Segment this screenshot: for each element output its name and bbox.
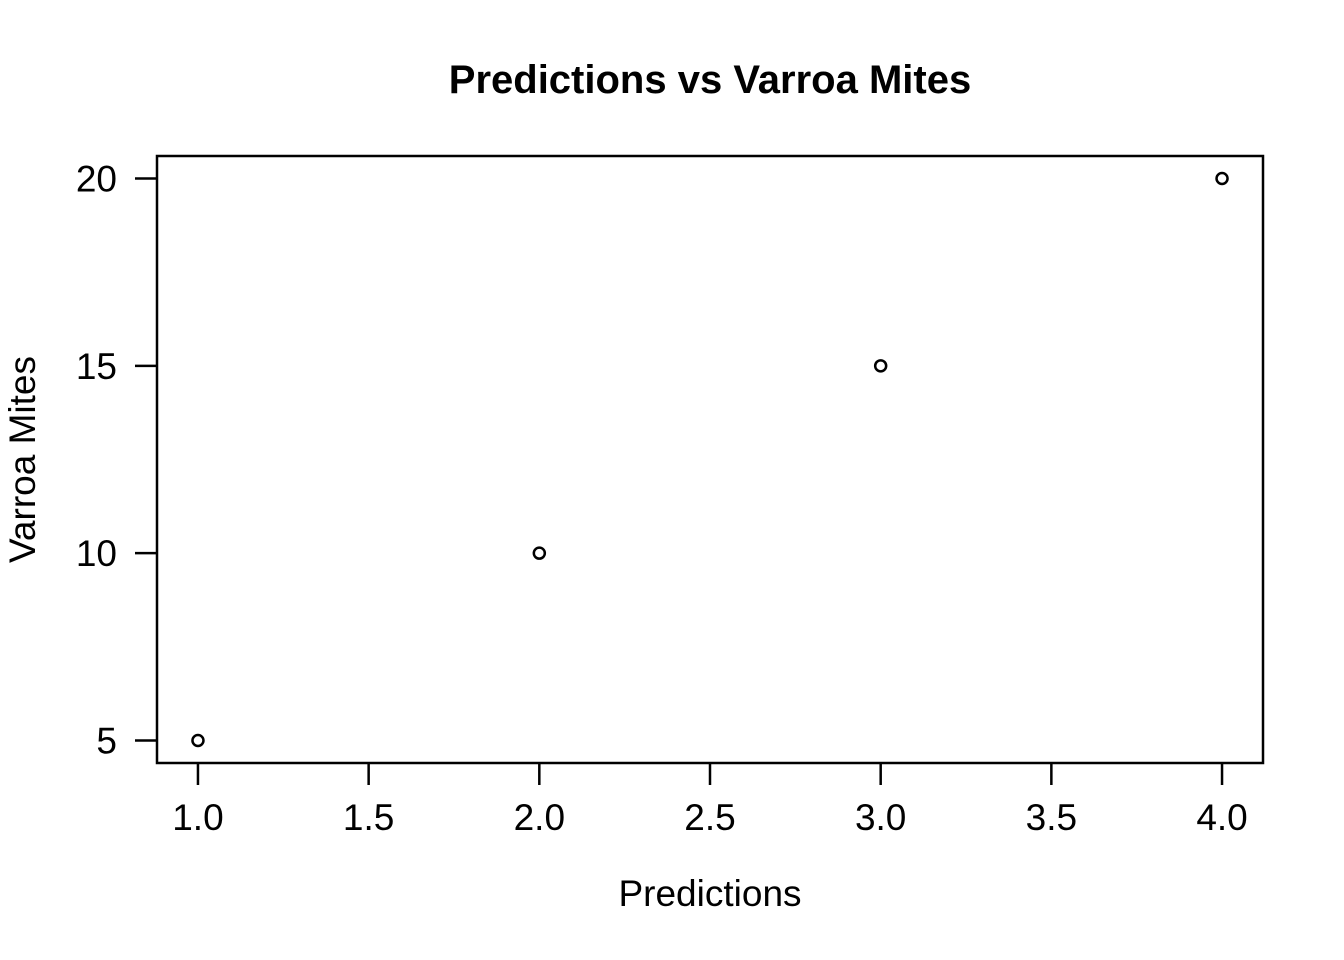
data-point-marker	[191, 733, 205, 748]
plot-box	[155, 154, 1265, 765]
x-axis-label: Predictions	[618, 873, 801, 914]
x-tick-label: 1.5	[343, 797, 394, 838]
x-tick-label: 1.0	[172, 797, 223, 838]
y-tick-label: 5	[96, 721, 117, 762]
y-tick-label: 10	[76, 533, 117, 574]
data-point-marker	[1215, 171, 1229, 186]
y-axis-label: Varroa Mites	[2, 356, 43, 563]
data-points	[191, 171, 1229, 748]
data-point-marker	[532, 546, 547, 560]
x-tick-label: 3.0	[855, 797, 906, 838]
y-tick-label: 20	[76, 158, 117, 199]
data-point-marker	[873, 359, 888, 373]
chart-title: Predictions vs Varroa Mites	[449, 58, 971, 102]
x-tick-label: 3.5	[1026, 797, 1077, 838]
x-tick-label: 4.0	[1196, 797, 1247, 838]
y-axis: 5 10 15 20	[76, 158, 157, 762]
x-tick-label: 2.5	[684, 797, 735, 838]
x-tick-label: 2.0	[514, 797, 565, 838]
x-axis: 1.0 1.5 2.0 2.5 3.0 3.5 4.0	[172, 763, 1248, 838]
y-tick-label: 15	[76, 346, 117, 387]
